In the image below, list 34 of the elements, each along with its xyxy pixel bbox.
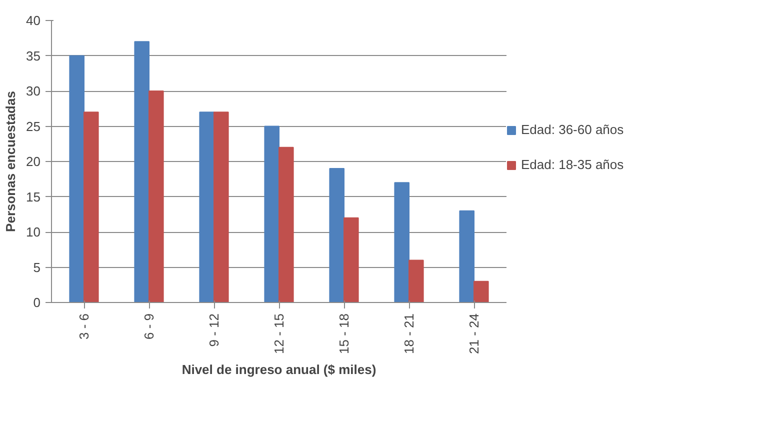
x-tick-label: 9 - 12 [206, 313, 222, 347]
legend-label: Edad: 18-35 años [521, 157, 624, 172]
y-tick-label: 25 [26, 118, 41, 134]
y-tick-label: 10 [26, 224, 41, 240]
bar [459, 210, 474, 302]
bar [69, 55, 84, 302]
y-tick-label: 5 [33, 260, 41, 275]
y-tick-label: 0 [33, 295, 41, 310]
bar [329, 168, 344, 302]
y-tick-label: 35 [26, 48, 41, 64]
bar [344, 217, 359, 302]
x-tick-label: 18 - 21 [402, 313, 416, 354]
legend-label: Edad: 36-60 años [521, 122, 624, 137]
y-axis-title: Personas encuestadas [3, 91, 18, 232]
x-tick-label: 21 - 24 [466, 313, 482, 354]
y-tick-label: 30 [26, 84, 41, 98]
x-tick-label: 15 - 18 [336, 313, 352, 354]
bar [148, 90, 164, 302]
bar [84, 112, 99, 302]
x-tick-label: 6 - 9 [142, 313, 156, 340]
bar [264, 126, 280, 302]
y-tick-label: 15 [26, 189, 41, 204]
bar [214, 112, 229, 302]
bar [134, 41, 150, 302]
bar [394, 182, 410, 302]
bar [199, 112, 214, 302]
x-axis-title: Nivel de ingreso anual ($ miles) [182, 362, 376, 377]
bar [408, 260, 424, 302]
bar [278, 146, 294, 302]
bar [474, 280, 489, 302]
y-tick-label: 20 [26, 154, 41, 169]
x-tick-label: 3 - 6 [76, 313, 92, 340]
y-tick-label: 40 [26, 13, 41, 28]
x-tick-label: 12 - 15 [272, 313, 286, 354]
